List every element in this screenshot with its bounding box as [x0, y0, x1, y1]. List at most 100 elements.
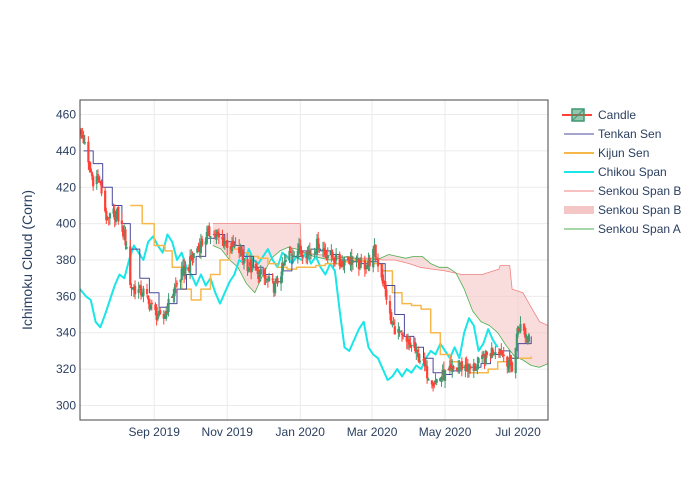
candle [418, 353, 422, 365]
legend-label: Senkou Span B [598, 203, 681, 217]
candle [399, 330, 402, 333]
y-tick-label: 440 [56, 144, 76, 158]
x-tick-label: Sep 2019 [129, 425, 181, 439]
legend-label: Tenkan Sen [598, 127, 661, 141]
x-axis: Sep 2019 Nov 2019 Jan 2020 Mar 2020 May 2020… [129, 425, 542, 439]
candle [133, 280, 137, 300]
legend-item-tenkan[interactable]: Tenkan Sen [564, 127, 661, 141]
candle [368, 254, 371, 272]
legend-label: Senkou Span A [598, 222, 681, 236]
candle [139, 280, 143, 300]
x-tick-label: Jan 2020 [276, 425, 326, 439]
candle [301, 251, 304, 265]
y-tick-label: 320 [56, 362, 76, 376]
candle [200, 235, 204, 248]
candle [309, 248, 313, 260]
candle [217, 228, 220, 244]
candle [105, 207, 108, 224]
x-tick-label: Jul 2020 [495, 425, 541, 439]
candle [381, 269, 384, 287]
candle [300, 245, 303, 258]
legend-item-chikou[interactable]: Chikou Span [564, 165, 667, 179]
candle [385, 285, 388, 305]
candle [108, 212, 112, 225]
y-tick-label: 360 [56, 289, 76, 303]
candle [481, 351, 484, 363]
candle [502, 346, 505, 362]
cloud-legend-swatch [564, 206, 594, 214]
candle [215, 229, 218, 245]
candle [410, 344, 413, 352]
candle [137, 281, 140, 299]
candle [515, 328, 518, 352]
candle [156, 313, 159, 322]
candle [374, 244, 377, 262]
candle [242, 258, 246, 270]
y-tick-label: 340 [56, 326, 76, 340]
cloud-fill [212, 223, 548, 368]
x-tick-label: Mar 2020 [347, 425, 398, 439]
candle [241, 249, 244, 266]
candle [276, 275, 279, 287]
candle [514, 347, 517, 379]
y-tick-label: 400 [56, 217, 76, 231]
candle [510, 360, 514, 373]
candle [273, 278, 277, 297]
legend[interactable]: Candle Tenkan Sen Kijun Sen Chikou Span Senk… [562, 108, 681, 236]
legend-item-kijun[interactable]: Kijun Sen [564, 146, 649, 160]
candle [372, 246, 375, 273]
candle [435, 378, 438, 386]
y-tick-label: 380 [56, 253, 76, 267]
candle [509, 354, 512, 373]
x-tick-label: Nov 2019 [202, 425, 254, 439]
candle [485, 351, 489, 358]
candle [268, 272, 271, 282]
candle [209, 235, 212, 245]
candle [335, 248, 338, 265]
candle [104, 186, 107, 213]
candle [519, 316, 522, 334]
candle [351, 255, 355, 271]
candle [98, 175, 101, 183]
candle [376, 253, 380, 273]
candle [192, 253, 195, 264]
legend-item-span-a[interactable]: Senkou Span A [564, 222, 681, 236]
candle [175, 280, 179, 288]
candle [129, 239, 132, 288]
candle [96, 169, 100, 181]
candle [469, 363, 472, 374]
candle [246, 256, 249, 276]
candle [147, 295, 150, 304]
legend-item-span-b-line[interactable]: Senkou Span B [564, 184, 681, 198]
plot-frame [79, 99, 549, 421]
candle [179, 279, 182, 290]
candle [100, 179, 103, 197]
candle [125, 241, 128, 250]
candle [159, 308, 162, 315]
candle [167, 293, 170, 317]
candle [390, 309, 393, 325]
candle [226, 232, 229, 256]
candle [384, 276, 387, 297]
legend-label: Chikou Span [598, 165, 667, 179]
candle [271, 273, 274, 284]
candle [233, 246, 236, 249]
candle [251, 258, 254, 272]
candle [288, 246, 291, 263]
legend-label: Candle [598, 108, 636, 122]
candle [117, 206, 120, 225]
candle [388, 295, 392, 321]
candle [284, 254, 287, 263]
candle [89, 161, 92, 173]
legend-label: Senkou Span B [598, 184, 681, 198]
candle [189, 249, 192, 280]
legend-item-candle[interactable]: Candle [562, 108, 636, 122]
candle [452, 364, 455, 372]
candle [331, 249, 334, 260]
candle [259, 265, 262, 282]
candle [234, 237, 237, 247]
candle [283, 253, 286, 266]
legend-item-span-b-fill[interactable]: Senkou Span B [564, 203, 681, 217]
y-tick-label: 300 [56, 398, 76, 412]
y-tick-label: 420 [56, 180, 76, 194]
